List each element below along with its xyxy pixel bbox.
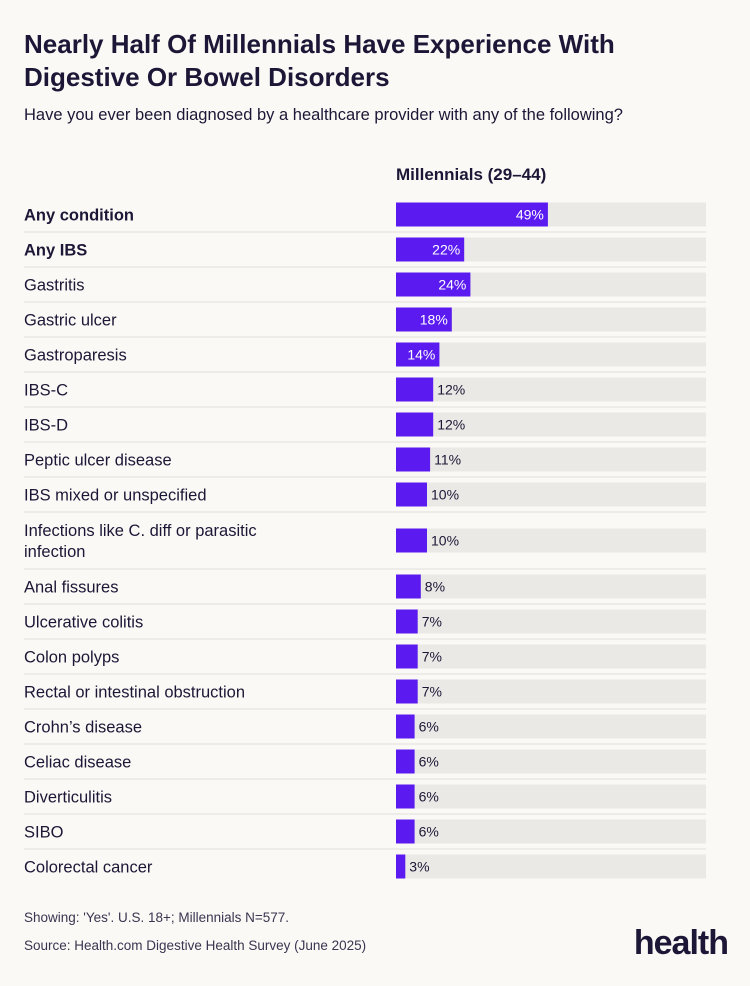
bar	[396, 237, 465, 262]
bar-track	[396, 749, 706, 774]
bar	[396, 342, 440, 367]
bar-track	[396, 412, 706, 437]
source-note: Source: Health.com Digestive Health Surv…	[24, 938, 367, 953]
value-label: 22%	[432, 242, 460, 258]
value-label: 12%	[437, 417, 465, 433]
bar	[396, 819, 415, 844]
value-label: 24%	[438, 277, 466, 293]
category-label: IBS-C	[24, 382, 68, 400]
bar-track	[396, 609, 706, 634]
value-label: 10%	[431, 533, 459, 549]
category-label: IBS mixed or unspecified	[24, 487, 207, 505]
footnote: Showing: 'Yes'. U.S. 18+; Millennials N=…	[24, 910, 290, 925]
category-label: Colon polyps	[24, 649, 119, 667]
bar	[396, 412, 434, 437]
bar-track	[396, 528, 706, 553]
bar	[396, 784, 415, 809]
bar-track	[396, 574, 706, 599]
category-label: Gastroparesis	[24, 347, 127, 365]
bar	[396, 447, 431, 472]
value-label: 49%	[516, 207, 544, 223]
bar-track	[396, 482, 706, 507]
series-header: Millennials (29–44)	[396, 165, 547, 184]
bar-chart: Any condition 49% Any IBS 22% Gastritis 24% Ga…	[24, 202, 706, 879]
bar	[396, 202, 548, 227]
bar	[396, 644, 418, 669]
bar	[396, 307, 452, 332]
value-label: 7%	[422, 614, 442, 630]
value-label: 3%	[409, 859, 429, 875]
bar	[396, 749, 415, 774]
bar	[396, 528, 427, 553]
value-label: 7%	[422, 649, 442, 665]
bar-track	[396, 377, 706, 402]
value-label: 10%	[431, 487, 459, 503]
category-label: Ulcerative colitis	[24, 614, 143, 632]
bar	[396, 272, 471, 297]
bar	[396, 482, 427, 507]
category-label: Anal fissures	[24, 579, 118, 597]
category-label: IBS-D	[24, 417, 68, 435]
category-label: Diverticulitis	[24, 789, 112, 807]
value-label: 7%	[422, 684, 442, 700]
bar	[396, 574, 421, 599]
bar	[396, 854, 406, 879]
bar-track	[396, 644, 706, 669]
category-label: Crohn’s disease	[24, 719, 142, 737]
bar-track	[396, 819, 706, 844]
category-label: Celiac disease	[24, 754, 131, 772]
value-label: 6%	[419, 824, 439, 840]
category-label: Any IBS	[24, 242, 87, 260]
value-label: 14%	[407, 347, 435, 363]
chart-title: Nearly Half Of Millennials Have Experien…	[24, 29, 615, 92]
bar-track	[396, 447, 706, 472]
bar-track	[396, 714, 706, 739]
bar	[396, 714, 415, 739]
bar-track	[396, 679, 706, 704]
value-label: 6%	[419, 719, 439, 735]
category-label: Any condition	[24, 207, 134, 225]
chart-subtitle: Have you ever been diagnosed by a health…	[24, 106, 623, 124]
category-label: SIBO	[24, 824, 64, 842]
category-label: Peptic ulcer disease	[24, 452, 172, 470]
value-label: 6%	[419, 754, 439, 770]
bar-track	[396, 342, 706, 367]
bar	[396, 679, 418, 704]
bar	[396, 609, 418, 634]
category-label: Gastric ulcer	[24, 312, 117, 330]
bar	[396, 377, 434, 402]
health-logo: health	[633, 924, 729, 962]
bar-track	[396, 784, 706, 809]
value-label: 18%	[420, 312, 448, 328]
value-label: 8%	[425, 579, 445, 595]
category-label: Gastritis	[24, 277, 85, 295]
category-label: Infections like C. diff or parasitic infe…	[24, 522, 257, 561]
bar-track	[396, 854, 706, 879]
category-label: Rectal or intestinal obstruction	[24, 684, 245, 702]
category-label: Colorectal cancer	[24, 859, 153, 877]
value-label: 11%	[434, 452, 461, 468]
value-label: 12%	[437, 382, 465, 398]
value-label: 6%	[419, 789, 439, 805]
